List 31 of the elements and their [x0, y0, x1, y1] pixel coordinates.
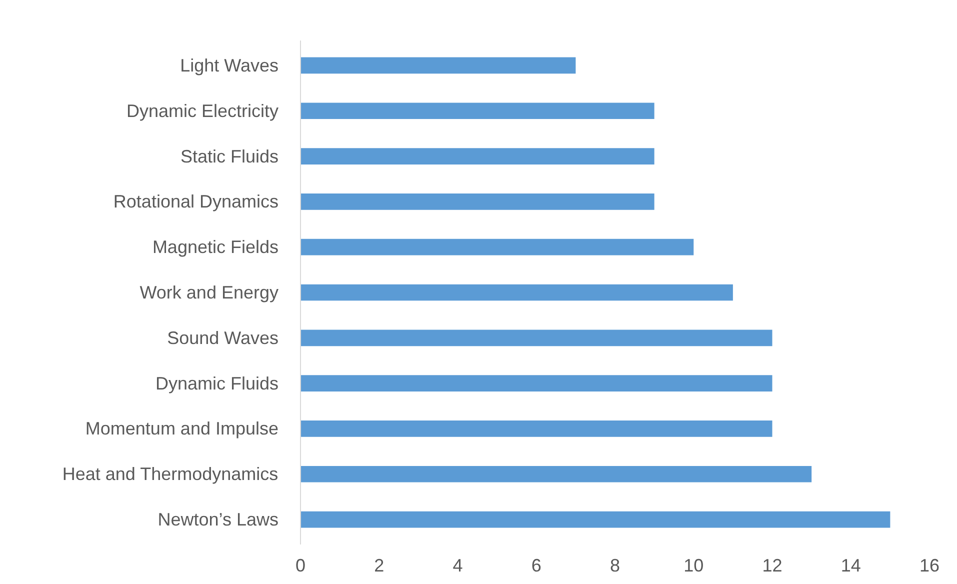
y-tick-label: Light Waves	[180, 55, 279, 76]
x-tick-label: 14	[840, 556, 861, 576]
bar	[300, 238, 694, 256]
y-tick-label: Static Fluids	[180, 146, 279, 166]
bar	[300, 148, 654, 164]
x-tick-label: 8	[610, 556, 620, 576]
y-tick-label: Dynamic Electricity	[126, 100, 279, 121]
bar	[300, 420, 772, 437]
y-tick-label: Dynamic Fluids	[155, 373, 278, 394]
bar	[300, 466, 812, 482]
bar	[300, 194, 654, 210]
bar	[300, 57, 576, 74]
x-tick-label: 0	[295, 556, 306, 576]
x-tick-label: 10	[684, 556, 704, 576]
y-tick-label: Momentum and Impulse	[85, 418, 279, 439]
bar	[300, 284, 733, 301]
x-tick-label: 16	[919, 556, 940, 576]
y-tick-label: Magnetic Fields	[152, 237, 279, 258]
y-tick-label: Work and Energy	[140, 282, 279, 302]
x-tick-label: 6	[531, 556, 542, 576]
x-tick-label: 2	[374, 556, 384, 576]
bar	[300, 511, 890, 528]
bar	[300, 375, 772, 392]
x-tick-label: 4	[452, 556, 463, 576]
x-tick-label: 12	[762, 556, 782, 576]
y-tick-label: Newton’s Laws	[158, 510, 279, 530]
bar	[300, 330, 772, 346]
y-tick-label: Heat and Thermodynamics	[62, 464, 278, 484]
y-tick-label: Sound Waves	[167, 328, 279, 348]
y-tick-label: Rotational Dynamics	[113, 192, 279, 212]
bar	[300, 102, 654, 120]
